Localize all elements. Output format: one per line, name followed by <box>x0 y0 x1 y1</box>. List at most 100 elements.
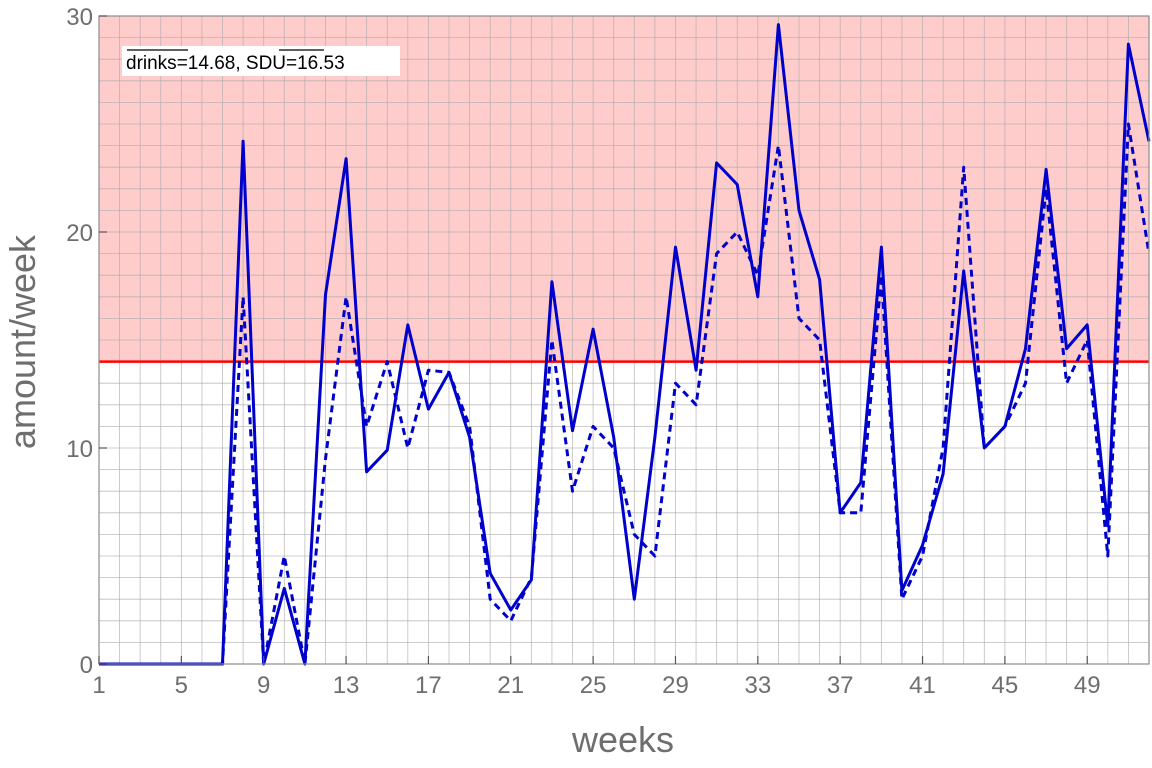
series-point-sdu <box>756 274 759 277</box>
x-tick-label: 45 <box>992 672 1019 699</box>
series-point-sdu <box>798 317 801 320</box>
x-tick-label: 41 <box>909 672 936 699</box>
x-tick-label: 49 <box>1074 672 1101 699</box>
series-point-sdu <box>715 252 718 255</box>
sdu-mean-value: =16.53 <box>286 53 345 74</box>
series-point-drinks <box>365 470 368 473</box>
series-point-drinks <box>1127 43 1130 46</box>
series-group <box>99 23 1151 666</box>
series-point-drinks <box>489 572 492 575</box>
x-tick-label: 29 <box>662 672 689 699</box>
series-point-sdu <box>592 425 595 428</box>
series-point-sdu <box>571 490 574 493</box>
series-point-sdu <box>365 425 368 428</box>
series-point-drinks <box>695 369 698 372</box>
y-tick-label: 20 <box>66 220 93 247</box>
series-point-sdu <box>900 598 903 601</box>
series-point-sdu <box>921 555 924 558</box>
series-point-sdu <box>983 447 986 450</box>
series-point-sdu <box>324 457 327 460</box>
x-axis-title: weeks <box>571 719 674 760</box>
annotation-box: drinks=14.68, SDU=16.53 <box>122 46 400 76</box>
series-point-drinks <box>674 246 677 249</box>
series-point-drinks <box>1086 323 1089 326</box>
x-tick-label: 25 <box>580 672 607 699</box>
drinks-mean-label: drinks <box>126 53 177 74</box>
plot-frame <box>98 15 1150 665</box>
series-point-drinks <box>962 269 965 272</box>
series-point-sdu <box>777 144 780 147</box>
series-point-drinks <box>942 472 945 475</box>
x-tick-label: 5 <box>175 672 188 699</box>
series-point-drinks <box>777 23 780 26</box>
series-point-sdu <box>839 511 842 514</box>
annotation-text: drinks=14.68, SDU=16.53 <box>126 53 345 74</box>
series-point-drinks <box>324 293 327 296</box>
x-tick-label: 9 <box>257 672 270 699</box>
series-point-drinks <box>1065 347 1068 350</box>
series-point-sdu <box>550 339 553 342</box>
series-point-drinks <box>550 280 553 283</box>
series-point-sdu <box>695 403 698 406</box>
y-tick-label: 0 <box>80 652 93 679</box>
series-point-sdu <box>468 425 471 428</box>
series-point-sdu <box>1106 555 1109 558</box>
series-point-drinks <box>859 481 862 484</box>
series-point-sdu <box>1127 123 1130 126</box>
series-line-sdu <box>99 122 1151 666</box>
series-point-sdu <box>1024 382 1027 385</box>
series-point-drinks <box>468 436 471 439</box>
x-tick-label: 37 <box>827 672 854 699</box>
series-point-sdu <box>818 339 821 342</box>
series-point-drinks <box>406 323 409 326</box>
series-point-drinks <box>571 429 574 432</box>
series-line-drinks <box>99 23 1151 666</box>
series-point-drinks <box>612 436 615 439</box>
series-point-sdu <box>653 555 656 558</box>
x-tick-label: 33 <box>744 672 771 699</box>
series-point-sdu <box>633 533 636 536</box>
series-point-sdu <box>345 295 348 298</box>
series-point-drinks <box>633 598 636 601</box>
x-tick-label: 17 <box>415 672 442 699</box>
series-point-sdu <box>1003 425 1006 428</box>
series-point-sdu <box>530 576 533 579</box>
series-point-drinks <box>592 328 595 331</box>
series-point-sdu <box>1086 339 1089 342</box>
series-point-sdu <box>386 360 389 363</box>
ticks: 1 5 9 13 17 21 25 29 33 37 41 45 49 0 10 20 30 <box>66 4 1100 699</box>
series-point-drinks <box>1024 347 1027 350</box>
series-point-drinks <box>715 161 718 164</box>
annotation-background <box>122 46 400 76</box>
y-tick-label: 30 <box>66 4 93 31</box>
series-point-drinks <box>653 436 656 439</box>
drinks-mean-value: =14.68, <box>177 53 246 74</box>
series-point-drinks <box>818 278 821 281</box>
series-point-drinks <box>736 183 739 186</box>
series-point-sdu <box>509 619 512 622</box>
series-point-sdu <box>962 166 965 169</box>
series-point-drinks <box>509 609 512 612</box>
series-point-drinks <box>386 449 389 452</box>
series-point-drinks <box>345 157 348 160</box>
series-point-sdu <box>489 598 492 601</box>
series-point-drinks <box>427 408 430 411</box>
series-point-drinks <box>756 295 759 298</box>
series-point-sdu <box>942 447 945 450</box>
y-axis-title: amount/week <box>2 234 43 449</box>
series-point-drinks <box>1045 168 1048 171</box>
series-point-sdu <box>406 447 409 450</box>
x-tick-label: 1 <box>92 672 105 699</box>
series-point-sdu <box>612 447 615 450</box>
series-point-sdu <box>859 511 862 514</box>
series-point-drinks <box>283 587 286 590</box>
series-point-sdu <box>674 382 677 385</box>
series-point-sdu <box>283 555 286 558</box>
series-point-sdu <box>242 295 245 298</box>
series-point-sdu <box>1045 187 1048 190</box>
series-point-sdu <box>880 274 883 277</box>
series-point-drinks <box>921 544 924 547</box>
series-point-sdu <box>1065 382 1068 385</box>
grid <box>99 16 1149 664</box>
